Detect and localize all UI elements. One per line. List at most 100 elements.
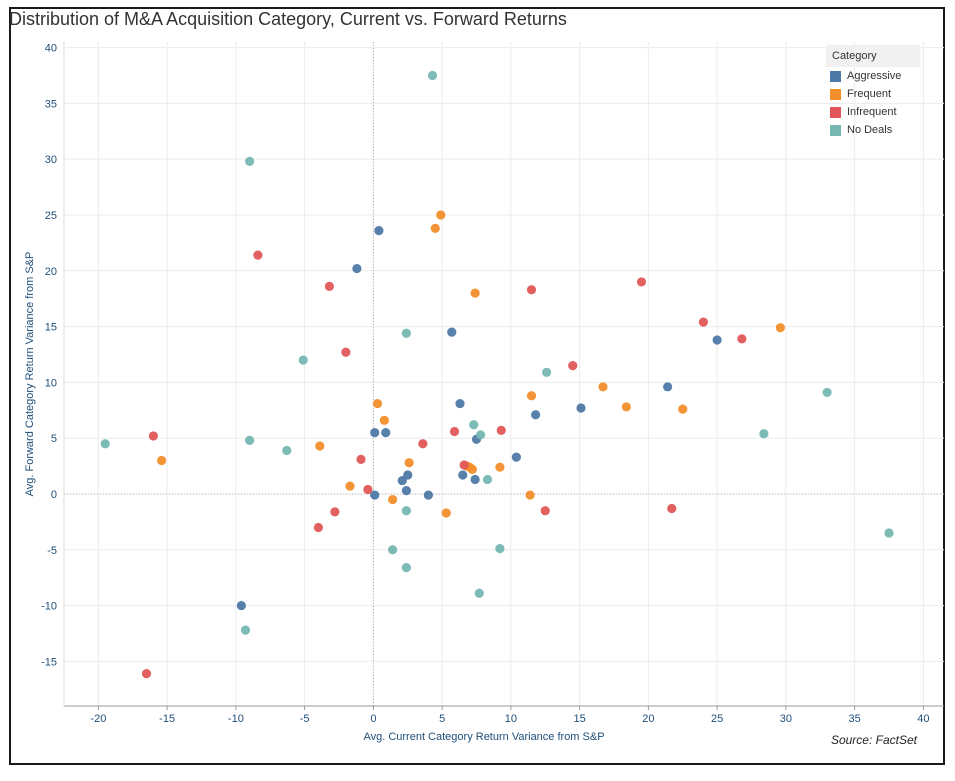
legend-item-aggressive[interactable]: Aggressive	[826, 67, 920, 85]
x-tick-label: 20	[642, 713, 654, 725]
point-infrequent	[737, 334, 747, 344]
x-tick-label: 40	[917, 713, 929, 725]
x-tick-label: 5	[439, 713, 445, 725]
point-frequent	[157, 455, 167, 466]
chart-frame	[9, 7, 945, 765]
point-frequent	[315, 441, 325, 451]
point-no-deals	[822, 387, 832, 398]
point-infrequent	[330, 507, 340, 517]
x-tick-label: 35	[849, 713, 861, 725]
x-tick-label: 15	[574, 713, 586, 725]
point-infrequent	[636, 277, 647, 287]
point-aggressive	[458, 470, 468, 480]
legend: Category Aggressive Frequent Infrequent No …	[826, 45, 920, 139]
point-no-deals	[100, 439, 110, 449]
y-tick-label: 25	[45, 210, 57, 222]
point-infrequent	[449, 426, 460, 437]
x-tick-label: 30	[780, 713, 792, 725]
point-aggressive	[511, 452, 521, 462]
legend-label: Aggressive	[847, 70, 902, 82]
point-frequent	[598, 382, 608, 392]
point-aggressive	[381, 427, 391, 438]
point-no-deals	[245, 435, 255, 445]
y-tick-label: 0	[51, 489, 57, 501]
point-frequent	[430, 223, 440, 233]
point-no-deals	[542, 367, 552, 377]
point-aggressive	[663, 382, 673, 392]
point-no-deals	[401, 563, 411, 573]
point-aggressive	[370, 427, 380, 438]
point-infrequent	[698, 317, 708, 327]
point-aggressive	[455, 398, 465, 409]
legend-title: Category	[826, 45, 920, 67]
y-tick-label: 10	[45, 377, 57, 389]
legend-swatch	[830, 70, 841, 82]
point-aggressive	[401, 486, 411, 496]
point-no-deals	[401, 506, 411, 516]
y-tick-label: 40	[45, 43, 57, 55]
point-no-deals	[388, 545, 398, 555]
point-aggressive	[712, 335, 722, 345]
legend-swatch	[830, 88, 841, 100]
point-frequent	[526, 391, 537, 401]
point-infrequent	[148, 431, 158, 441]
point-infrequent	[568, 361, 578, 371]
x-tick-label: -20	[90, 713, 106, 725]
legend-item-frequent[interactable]: Frequent	[826, 85, 920, 103]
point-no-deals	[427, 70, 438, 81]
point-no-deals	[482, 474, 493, 485]
point-infrequent	[356, 454, 366, 464]
point-frequent	[345, 481, 355, 491]
x-tick-label: 10	[505, 713, 517, 725]
legend-item-infrequent[interactable]: Infrequent	[826, 103, 920, 121]
point-frequent	[388, 494, 398, 505]
point-infrequent	[418, 439, 428, 449]
y-tick-label: 5	[51, 433, 57, 445]
point-no-deals	[298, 355, 308, 365]
point-no-deals	[884, 528, 894, 538]
point-infrequent	[141, 669, 152, 679]
point-no-deals	[245, 156, 255, 167]
point-aggressive	[470, 474, 480, 485]
point-infrequent	[526, 285, 537, 295]
point-no-deals	[495, 544, 505, 554]
legend-swatch	[830, 124, 841, 136]
point-aggressive	[403, 470, 413, 480]
point-frequent	[525, 490, 535, 500]
point-aggressive	[374, 225, 384, 236]
point-aggressive	[531, 410, 541, 420]
legend-swatch	[830, 106, 841, 118]
legend-label: Frequent	[847, 88, 892, 100]
point-no-deals	[240, 625, 251, 635]
x-tick-label: -15	[159, 713, 175, 725]
legend-label: No Deals	[847, 124, 893, 136]
point-frequent	[467, 464, 477, 475]
point-infrequent	[496, 425, 506, 435]
point-frequent	[678, 404, 688, 414]
legend-item-no-deals[interactable]: No Deals	[826, 121, 920, 139]
point-no-deals	[476, 430, 486, 440]
point-frequent	[404, 458, 414, 468]
y-tick-label: -15	[41, 656, 57, 668]
point-infrequent	[363, 484, 373, 495]
point-frequent	[495, 462, 505, 472]
y-tick-label: -10	[41, 601, 57, 613]
point-frequent	[470, 288, 480, 298]
legend-label: Infrequent	[847, 106, 897, 118]
point-frequent	[379, 415, 389, 425]
x-tick-label: -5	[300, 713, 310, 725]
point-no-deals	[401, 328, 411, 338]
point-frequent	[621, 402, 631, 412]
y-tick-label: 15	[45, 322, 57, 334]
x-tick-label: 0	[370, 713, 376, 725]
chart-title: Distribution of M&A Acquisition Category…	[9, 9, 567, 29]
point-infrequent	[667, 503, 677, 514]
y-tick-label: 35	[45, 98, 57, 110]
y-tick-label: -5	[47, 545, 57, 557]
point-frequent	[436, 210, 446, 220]
point-frequent	[372, 398, 383, 409]
point-infrequent	[253, 250, 263, 260]
point-infrequent	[341, 347, 351, 357]
point-aggressive	[423, 490, 433, 500]
